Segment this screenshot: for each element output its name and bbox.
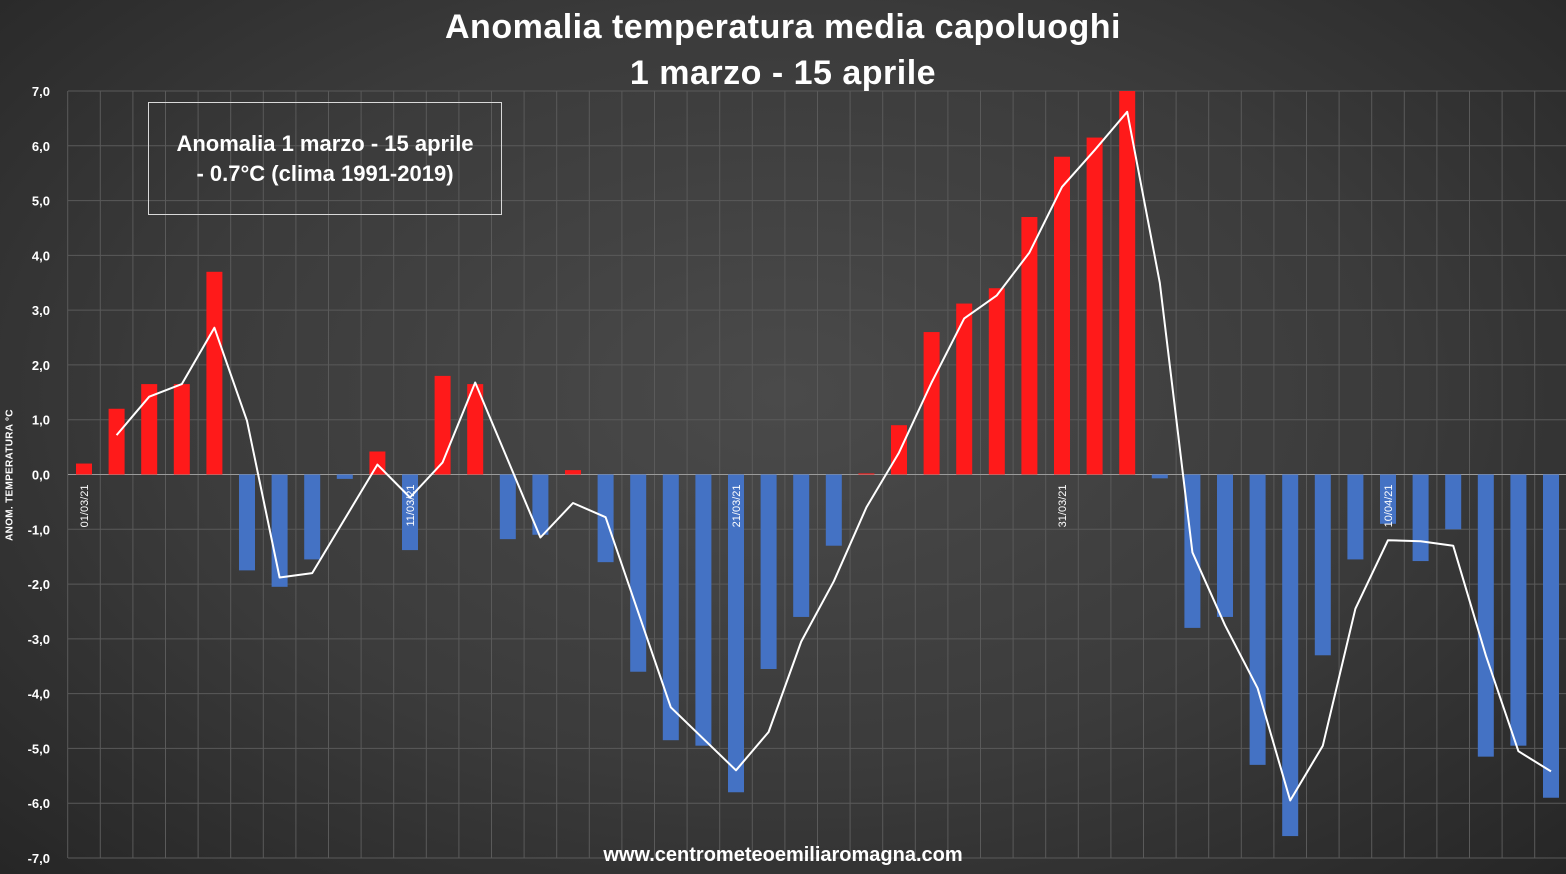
bar <box>662 474 679 741</box>
bar <box>1151 474 1168 479</box>
bar <box>1119 91 1136 475</box>
bar <box>434 375 451 475</box>
y-tick-label: -4,0 <box>28 687 50 702</box>
y-tick-label: -5,0 <box>28 741 50 756</box>
bar <box>1217 474 1233 617</box>
bar <box>825 474 842 546</box>
y-tick-label: 7,0 <box>32 84 50 99</box>
bar <box>76 463 92 475</box>
y-tick-label: 6,0 <box>32 139 50 154</box>
y-tick-label: -1,0 <box>28 522 50 537</box>
annotation-line2: - 0.7°C (clima 1991-2019) <box>196 160 454 186</box>
y-tick-label: -3,0 <box>28 632 50 647</box>
y-axis-label: ANOM. TEMPERATURA °C <box>4 409 16 541</box>
bar <box>956 303 973 475</box>
bar <box>173 384 190 475</box>
bar <box>1347 474 1364 560</box>
bar <box>1054 156 1070 475</box>
y-tick-label: 3,0 <box>32 303 50 318</box>
bar <box>239 474 255 571</box>
y-tick-label: -6,0 <box>28 796 50 811</box>
bar <box>499 474 516 540</box>
bar <box>1445 474 1462 530</box>
annotation-box: Anomalia 1 marzo - 15 aprile - 0.7°C (cl… <box>148 102 502 215</box>
bar <box>630 474 647 672</box>
bar <box>532 474 549 535</box>
website-footer: www.centrometeoemiliaromagna.com <box>603 844 963 866</box>
bar <box>728 474 744 793</box>
bar <box>206 271 223 475</box>
x-tick-label: 10/04/21 <box>1383 485 1395 528</box>
x-tick-label: 31/03/21 <box>1057 485 1069 528</box>
bar <box>1477 474 1494 757</box>
annotation-line1: Anomalia 1 marzo - 15 aprile <box>176 130 474 156</box>
y-tick-label: 5,0 <box>32 194 50 209</box>
bar <box>858 473 875 475</box>
chart-title-line2: 1 marzo - 15 aprile <box>629 54 937 92</box>
x-tick-label: 11/03/21 <box>405 485 417 527</box>
bar <box>1380 474 1396 524</box>
bar <box>793 474 810 617</box>
bar <box>923 332 940 475</box>
y-tick-label: 2,0 <box>32 358 50 373</box>
y-tick-label: 0,0 <box>32 468 50 483</box>
chart-title-line1: Anomalia temperatura media capoluoghi <box>445 8 1121 46</box>
bar <box>271 474 288 587</box>
bar <box>336 474 353 479</box>
bar <box>760 474 777 669</box>
bar <box>467 384 484 475</box>
bar <box>565 470 581 475</box>
bar <box>1412 474 1429 562</box>
bar <box>1282 474 1299 837</box>
bar <box>304 474 321 560</box>
bar <box>891 425 907 475</box>
bar <box>108 408 125 475</box>
bar <box>1543 474 1559 798</box>
trend-line <box>115 110 1552 802</box>
bar <box>1249 474 1266 765</box>
y-tick-label: -7,0 <box>28 851 50 866</box>
bar <box>1021 217 1038 475</box>
x-tick-label: 21/03/21 <box>731 485 743 528</box>
bar <box>1314 474 1331 656</box>
x-tick-label: 01/03/21 <box>79 485 91 528</box>
y-tick-label: 1,0 <box>32 413 50 428</box>
bar <box>988 288 1005 475</box>
bar <box>1510 474 1527 746</box>
bar <box>141 384 158 475</box>
y-tick-label: 4,0 <box>32 248 50 263</box>
y-tick-label: -2,0 <box>28 577 50 592</box>
bar <box>1086 137 1103 475</box>
bar <box>695 474 712 746</box>
